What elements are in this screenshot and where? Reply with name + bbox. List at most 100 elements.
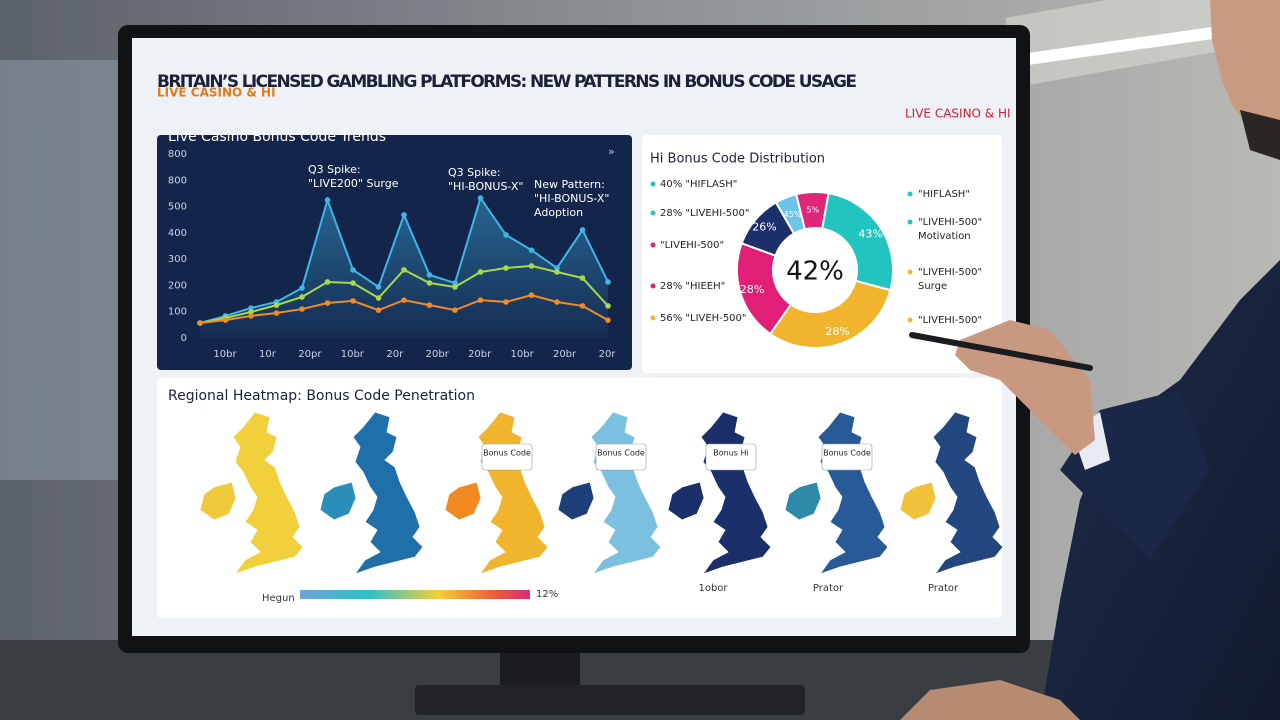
point [426,272,433,278]
legend-entry: 28% "HIEEH" [660,281,725,292]
point [554,269,560,275]
map-tag [595,443,647,471]
legend-entry: "LIVEHI-500" [660,240,724,251]
map-label: Prator [813,583,844,594]
scale-left-label: Hegun [262,593,295,604]
map-tag [481,443,533,471]
point [605,317,611,323]
distribution-title: Hi Bonus Code Distribution [650,152,825,167]
point [528,263,535,269]
point [426,280,433,286]
map-tag [821,443,873,471]
segment-label: 45% [784,210,802,219]
point [248,309,254,315]
donut-segment [768,279,892,349]
presenter [900,0,1280,720]
point [426,302,433,308]
annotation: Q3 Spike: [308,163,361,176]
legend-entry: 40% "HIFLASH" [660,179,737,190]
x-tick-label: 10r [259,349,277,360]
beard [1240,110,1280,160]
hand [955,320,1095,455]
point [299,294,305,300]
point [299,306,305,312]
x-tick-label: 20pr [298,349,322,360]
legend-dot [650,283,656,289]
donut-segment [821,192,894,292]
point [579,275,586,281]
map-tag [705,443,757,471]
legend-entry: 28% "LIVEHI-500" [660,208,749,219]
y-tick-label: 0 [181,333,187,344]
legend-entry: Motivation [918,231,971,242]
stylus [909,332,1093,371]
point [299,285,305,291]
point [477,195,484,201]
map-label: 1obor [698,583,728,594]
annotation: Adoption [534,206,583,219]
x-tick-label: 20r [599,349,617,360]
point [528,292,535,298]
header-badge: LIVE CASINO & HI [905,107,1011,121]
point [324,300,331,306]
y-tick-label: 100 [168,307,187,318]
legend-dot [650,210,656,216]
point [452,284,458,290]
dashboard-subtitle: LIVE CASINO & HI [157,86,276,100]
x-tick-label: 10br [213,349,237,360]
point [579,227,586,233]
legend-entry: Surge [918,281,947,292]
point [554,299,560,305]
legend-entry: "LIVEHI-500" [918,315,982,326]
y-tick-label: 400 [168,228,187,239]
ceiling-light [1005,0,1225,87]
line-chart: 800 800 500 400 300 200 100 0 10br 10r 20pr 10br 20r… [168,149,616,360]
annotation: "HI-BONUS-X" [534,192,609,205]
point [401,212,407,218]
point [605,279,611,285]
head [1210,0,1280,140]
point [477,297,484,303]
x-tick-label: 20r [386,349,404,360]
x-tick-label: 20br [468,349,492,360]
segment-label: 28% [740,283,764,296]
heatmap-title: Regional Heatmap: Bonus Code Penetration [168,388,475,404]
trend-title: Live Casino Bonus Code Trends [168,129,386,145]
light-strip [1020,26,1220,66]
point [452,307,458,313]
legend-entry: "LIVEHI-500" [918,267,982,278]
monitor-base [415,685,805,715]
color-scale [300,590,530,599]
x-tick-label: 10br [511,349,535,360]
point [324,197,331,203]
point [375,284,382,290]
point [477,269,484,275]
panel-icon[interactable]: » [608,145,615,158]
x-tick-label: 20br [553,349,577,360]
y-tick-label: 500 [168,202,187,213]
point [248,305,254,311]
point [528,247,535,253]
annotation: "LIVE200" Surge [308,177,399,190]
point [401,297,407,303]
other-hand [900,680,1080,720]
maps: Bonus Code Bonus Code Bonus Hi Bonus Code 1o… [199,411,1004,594]
annotation: Q3 Spike: [448,166,501,179]
y-tick-label: 200 [168,280,187,291]
point [273,310,280,316]
window [0,60,120,480]
annotation: New Pattern: [534,178,605,191]
legend-dot [907,219,913,225]
point [375,295,382,301]
point [452,280,458,286]
point [375,307,382,313]
point [350,280,356,286]
legend-dot [650,315,656,321]
point [248,313,254,319]
legend-entry: "LIVEHI-500" [918,217,982,228]
point [579,303,586,309]
y-tick-label: 800 [168,175,187,186]
donut-chart: 5% 43% 28% 28% 26% 45% 42% 40% "HIFLASH" 28% "LI… [650,179,982,349]
map-tag-label: Bonus Hi [713,449,748,458]
annotation: "HI-BONUS-X" [448,180,523,193]
